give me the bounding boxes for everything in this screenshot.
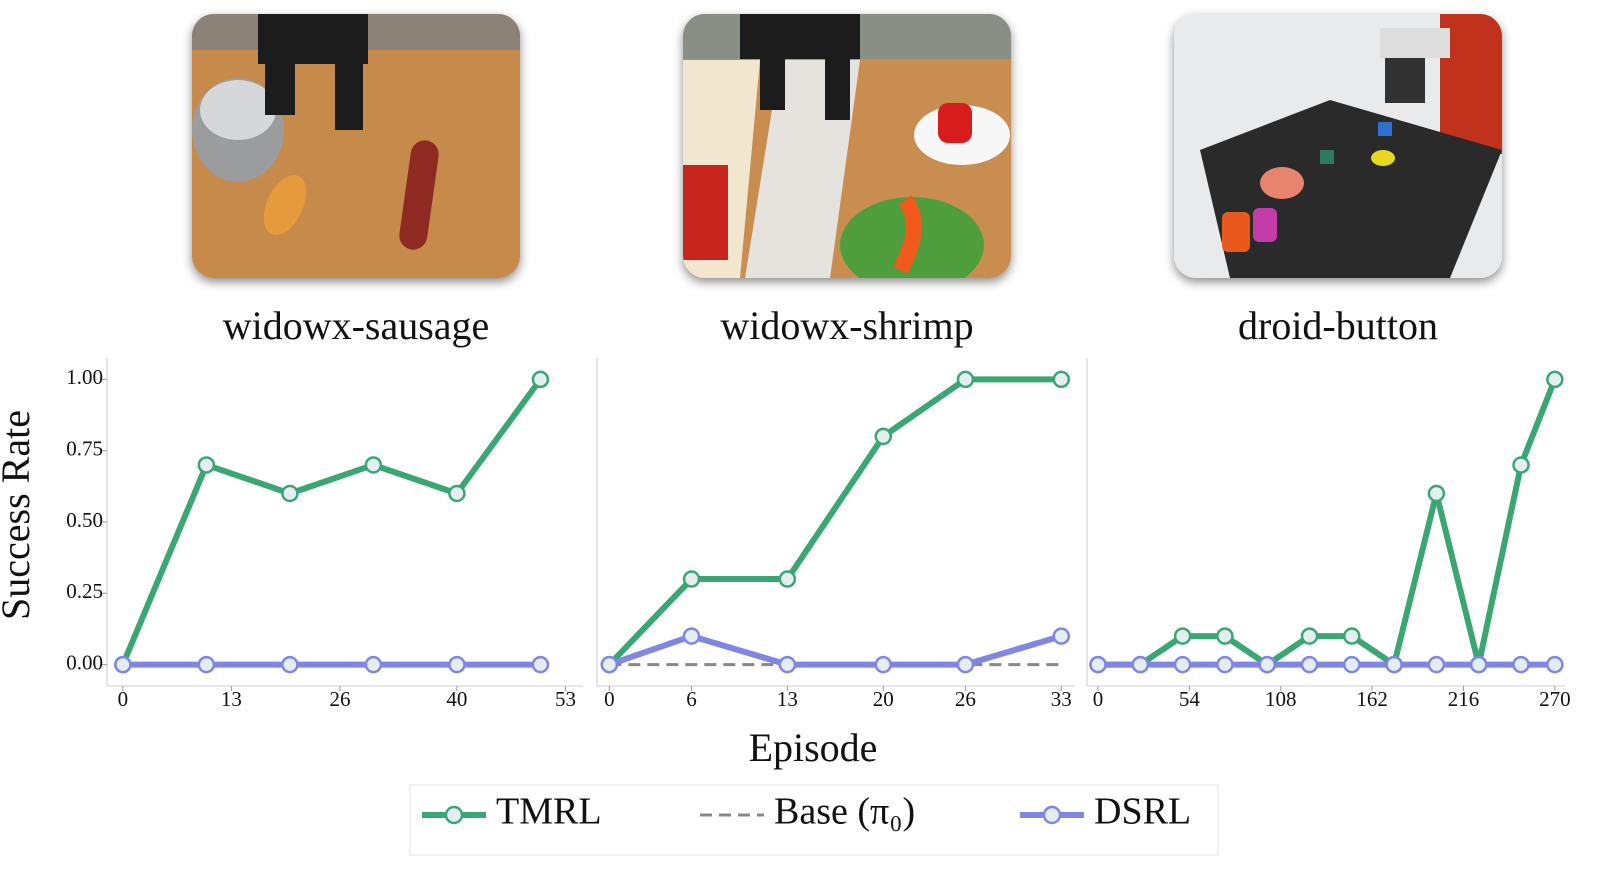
x-tick-label: 6 [686, 687, 697, 711]
point [1512, 655, 1530, 674]
legend-marker [444, 805, 464, 825]
series-line [120, 377, 543, 666]
point [778, 570, 797, 588]
panel-title: droid-button [1238, 303, 1438, 348]
y-axis-label: Success Rate [0, 410, 38, 620]
point [531, 655, 550, 674]
point [1300, 627, 1319, 645]
point [1173, 655, 1192, 674]
point [1258, 655, 1276, 674]
x-tick-label: 13 [777, 687, 798, 711]
point [197, 655, 216, 674]
point [1131, 655, 1150, 674]
series-line [607, 376, 1062, 667]
point [1173, 627, 1192, 645]
point [1300, 655, 1319, 674]
x-tick-label: 0 [1093, 687, 1104, 711]
point [1546, 655, 1564, 674]
point [448, 484, 466, 503]
legend-box [409, 784, 1219, 856]
point [114, 655, 132, 674]
point [1343, 655, 1361, 674]
point [1427, 484, 1446, 503]
point [1512, 456, 1530, 474]
panel-title: widowx-shrimp [720, 303, 973, 348]
x-tick-label: 162 [1356, 687, 1388, 711]
series-line [1097, 378, 1558, 668]
x-tick-label: 20 [873, 687, 894, 711]
panel-title: widowx-sausage [223, 303, 490, 348]
point [1469, 655, 1488, 674]
point [197, 456, 216, 474]
point [1089, 655, 1107, 674]
point [956, 370, 975, 389]
x-tick-label: 0 [604, 687, 615, 711]
point [531, 370, 550, 389]
photo [683, 14, 1011, 278]
point [281, 655, 299, 674]
point [874, 655, 893, 674]
point [778, 655, 797, 674]
point [874, 427, 893, 446]
point [682, 627, 701, 645]
photo [1174, 14, 1502, 278]
legend-marker [1042, 805, 1062, 825]
y-tick-label: 0.75 [66, 437, 103, 461]
point [1052, 370, 1071, 389]
x-tick-label: 216 [1448, 687, 1480, 711]
point [956, 655, 975, 674]
point [1546, 370, 1564, 389]
series-line [608, 633, 1063, 668]
y-tick-label: 1.00 [66, 365, 103, 389]
point [364, 456, 383, 474]
x-tick-label: 40 [446, 687, 467, 711]
x-tick-label: 53 [555, 687, 576, 711]
point [682, 570, 701, 588]
point [364, 655, 383, 674]
point [600, 655, 619, 674]
x-tick-label: 26 [329, 687, 350, 711]
x-tick-label: 0 [118, 687, 129, 711]
x-tick-label: 13 [221, 687, 242, 711]
point [1385, 655, 1403, 674]
legend-label: TMRL [496, 791, 602, 833]
point [1052, 627, 1071, 645]
x-tick-label: 270 [1539, 687, 1571, 711]
point [281, 484, 299, 503]
y-tick-label: 0.00 [66, 650, 103, 674]
x-axis-label: Episode [749, 725, 878, 770]
legend-label: DSRL [1094, 791, 1191, 833]
point [1343, 627, 1361, 645]
x-tick-label: 108 [1265, 687, 1297, 711]
point [448, 655, 466, 674]
x-tick-label: 33 [1051, 687, 1072, 711]
y-tick-label: 0.50 [66, 508, 103, 532]
point [1216, 627, 1234, 645]
point [1216, 655, 1234, 674]
y-tick-label: 0.25 [66, 579, 103, 603]
x-tick-label: 54 [1179, 687, 1201, 711]
legend-label: Base (π₀) [774, 791, 915, 833]
point [1427, 655, 1446, 674]
photo [192, 14, 520, 278]
x-tick-label: 26 [955, 687, 976, 711]
